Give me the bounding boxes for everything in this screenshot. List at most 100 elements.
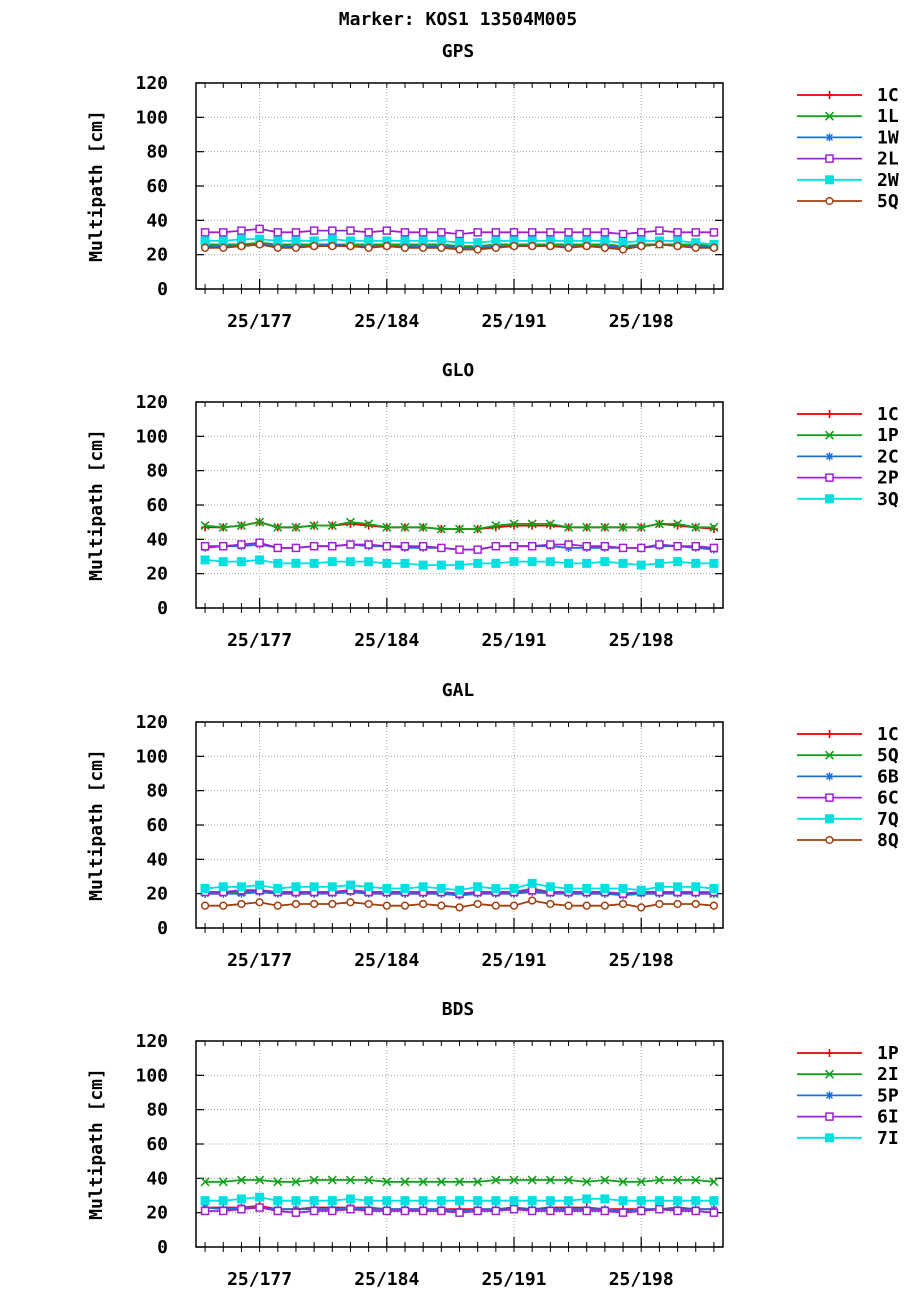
data-point-3q (218, 557, 228, 567)
data-point-7i (218, 1196, 228, 1206)
data-point-7i (618, 1196, 628, 1206)
data-point-2i (418, 1177, 428, 1187)
data-point-2i (509, 1175, 519, 1185)
data-point-7i (273, 1196, 283, 1206)
data-point-2i (673, 1175, 683, 1185)
legend-label: 1L (877, 106, 899, 127)
legend-label: 3Q (877, 489, 899, 510)
legend-entry-3q: 3Q (797, 489, 899, 510)
data-point-2i (563, 1175, 574, 1185)
data-point-7i (400, 1196, 410, 1206)
data-point-5q (328, 241, 337, 251)
data-point-7i (654, 1196, 664, 1206)
data-point-5q (473, 245, 482, 254)
data-point-8q (309, 899, 319, 909)
data-point-2l (582, 228, 591, 237)
data-point-8q (618, 899, 628, 909)
data-point-2i (618, 1177, 628, 1187)
legend-entry-2w: 2W (797, 170, 899, 191)
data-point-2l (437, 228, 446, 237)
plot-frame (195, 1040, 724, 1248)
x-tick-label: 25/177 (227, 1269, 292, 1290)
data-point-7i (236, 1194, 246, 1204)
data-point-2p (219, 541, 228, 551)
data-point-7q (309, 882, 319, 892)
legend-entry-1l: 1L (797, 106, 899, 127)
data-point-2p (200, 541, 210, 551)
data-point-6i (382, 1206, 392, 1216)
data-point-2i (691, 1175, 701, 1185)
legend-label: 6B (877, 766, 899, 787)
data-point-1p (255, 517, 265, 527)
y-tick-label: 80 (146, 1100, 168, 1121)
data-point-2i (400, 1177, 410, 1187)
y-tick-label: 0 (157, 598, 168, 619)
data-point-2i (654, 1175, 664, 1185)
data-point-6i (309, 1206, 319, 1216)
data-point-1p (509, 519, 519, 529)
data-point-2i (291, 1177, 301, 1187)
data-point-1p (582, 522, 592, 532)
data-point-7q (473, 882, 483, 892)
data-point-6i (237, 1204, 246, 1214)
data-point-7i (291, 1196, 301, 1206)
series-2i (200, 1175, 719, 1187)
data-point-2l (546, 228, 555, 237)
legend-entry-1c: 1C (797, 404, 899, 425)
legend-label: 2P (877, 468, 899, 489)
y-tick-label: 0 (157, 279, 168, 300)
data-point-8q (382, 901, 391, 910)
data-point-3q (255, 555, 265, 565)
x-tick-label: 25/198 (609, 311, 674, 332)
data-point-2p (328, 541, 337, 551)
plot-frame (195, 401, 724, 609)
data-point-1p (309, 521, 319, 531)
data-point-2l (527, 228, 537, 237)
data-point-2i (327, 1175, 337, 1185)
x-tick-label: 25/184 (354, 950, 419, 971)
data-point-2p (437, 543, 446, 553)
y-tick-label: 80 (146, 781, 168, 802)
data-point-1p (673, 519, 683, 529)
data-point-5q (382, 241, 391, 251)
data-point-1p (473, 524, 483, 534)
data-point-6i (291, 1208, 301, 1217)
data-point-7i (309, 1196, 319, 1206)
data-point-2l (691, 228, 700, 237)
legend-marker (824, 430, 835, 440)
data-point-6i (546, 1206, 555, 1216)
data-point-3q (709, 558, 719, 568)
data-point-1p (545, 519, 555, 529)
data-point-1p (709, 522, 719, 532)
data-point-3q (564, 558, 574, 568)
data-point-7i (455, 1196, 464, 1206)
data-point-7i (473, 1196, 483, 1206)
data-point-1p (491, 521, 501, 531)
data-point-5q (455, 245, 464, 254)
data-point-2p (255, 538, 264, 548)
y-tick-label: 20 (146, 564, 168, 585)
data-point-8q (691, 899, 700, 909)
data-point-2i (527, 1175, 537, 1185)
y-tick-label: 40 (146, 529, 168, 550)
x-tick-label: 25/191 (482, 630, 547, 651)
legend-entry-1p: 1P (797, 1043, 899, 1064)
legend-label: 7Q (877, 809, 899, 830)
data-point-5q (291, 243, 301, 252)
legend-label: 5Q (877, 745, 899, 766)
data-point-6i (400, 1206, 410, 1216)
y-tick-label: 40 (146, 210, 168, 231)
data-point-2i (545, 1175, 555, 1185)
data-point-2p (273, 543, 283, 553)
panel-title: BDS (442, 999, 475, 1020)
data-point-8q (419, 899, 428, 909)
y-tick-label: 80 (146, 142, 168, 163)
legend-label: 1C (877, 724, 899, 745)
data-point-7q (236, 882, 246, 892)
data-point-1p (400, 522, 410, 532)
data-point-7q (400, 884, 410, 894)
x-tick-label: 25/177 (227, 630, 292, 651)
y-tick-label: 120 (135, 1031, 168, 1052)
data-point-7q (509, 884, 519, 894)
